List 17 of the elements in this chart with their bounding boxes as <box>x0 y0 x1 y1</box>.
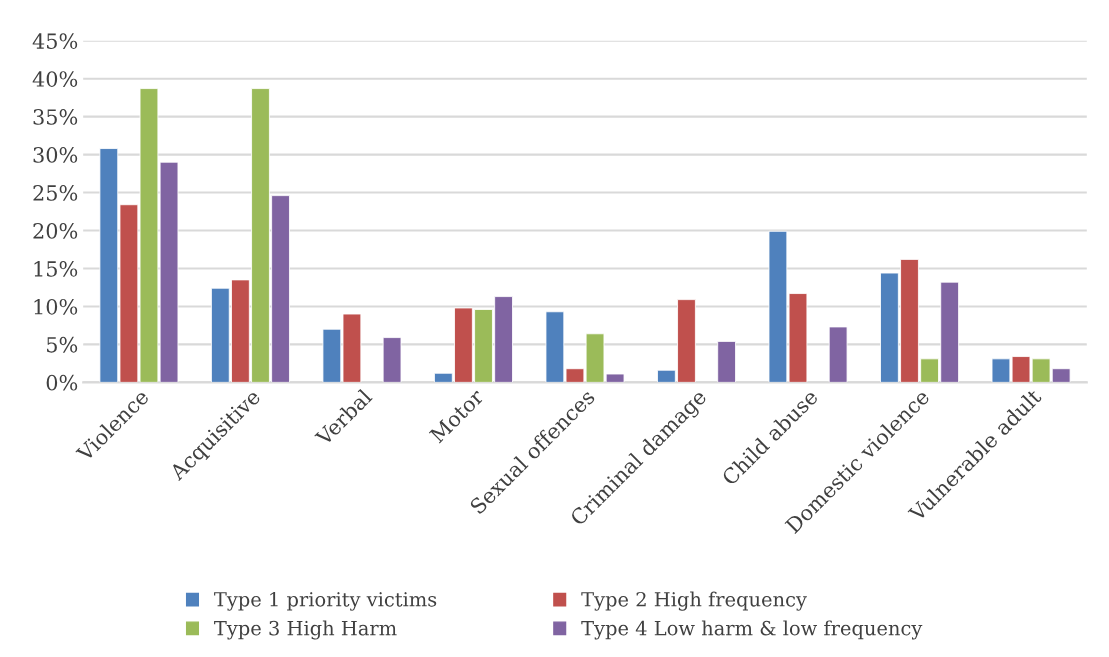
legend-label: Type 1 priority victims <box>214 591 437 611</box>
legend-label: Type 2 High frequency <box>581 591 807 611</box>
bar <box>717 340 736 383</box>
legend-label: Type 4 Low harm & low frequency <box>581 620 923 640</box>
y-tick-label: 40% <box>32 71 78 87</box>
y-tick-label: 20% <box>33 222 78 239</box>
legend-label: Type 3 High Harm <box>214 620 397 640</box>
y-tick-label: 25% <box>33 185 78 201</box>
y-tick-label: 15% <box>34 260 78 277</box>
y-tick-label: 30% <box>33 147 78 163</box>
bar <box>382 337 402 383</box>
bar <box>828 326 848 383</box>
y-tick-label: 0% <box>46 374 78 391</box>
y-tick-label: 45% <box>32 33 78 49</box>
y-tick-label: 10% <box>34 298 78 315</box>
y-tick-label: 35% <box>33 109 78 125</box>
y-tick-label: 5% <box>47 336 78 353</box>
